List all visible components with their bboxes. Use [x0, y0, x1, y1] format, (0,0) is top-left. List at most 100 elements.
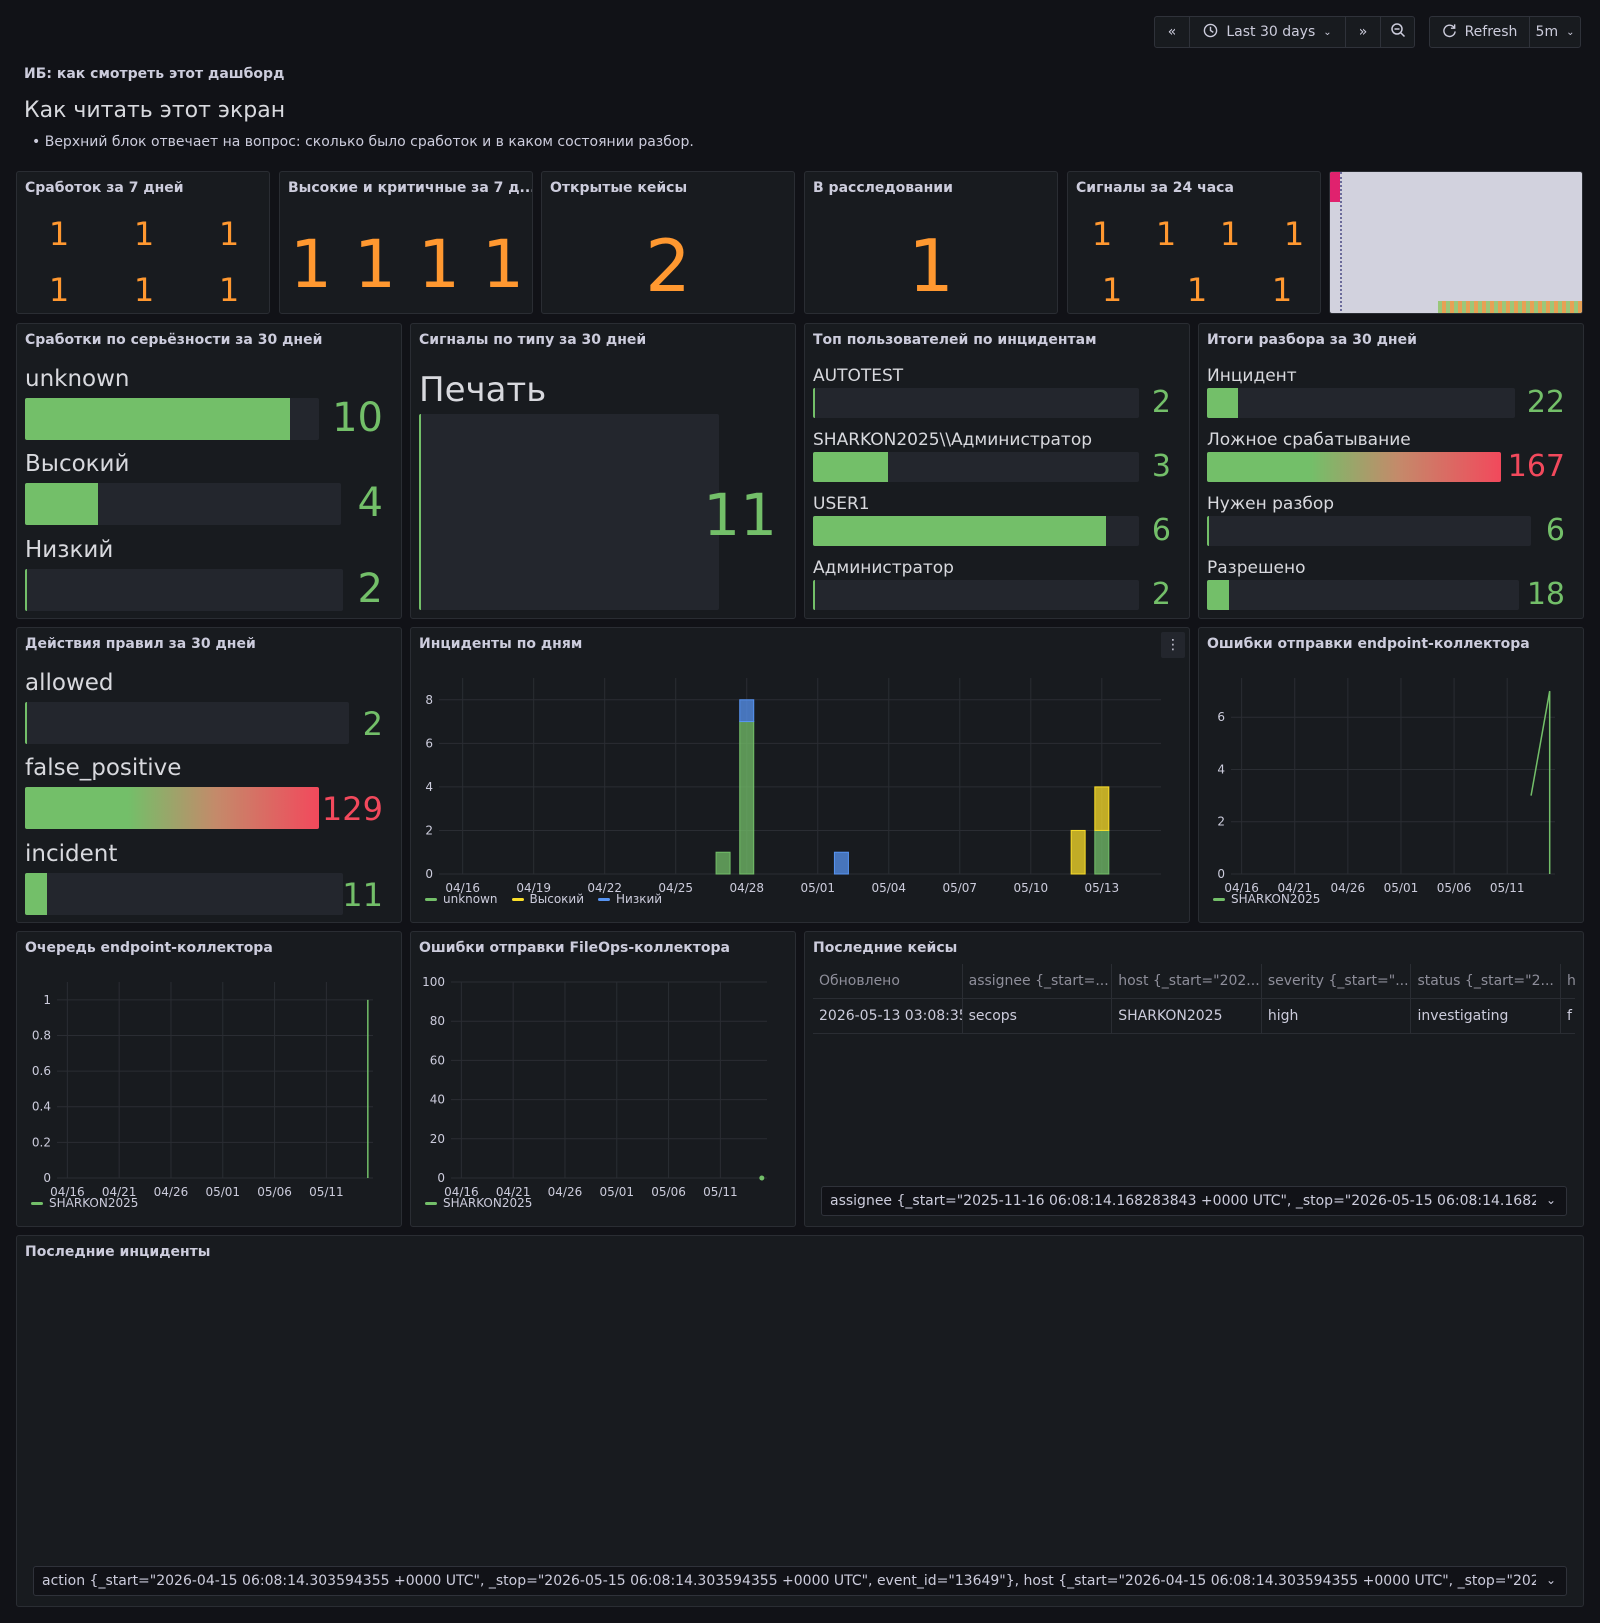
bar-track — [419, 414, 719, 610]
stat-open-cases: Открытые кейсы 2 — [541, 171, 795, 314]
bar-fill — [1207, 580, 1229, 610]
bar-label: Нужен разбор — [1207, 494, 1335, 514]
bar-fill — [25, 702, 27, 744]
column-header[interactable]: h — [1561, 964, 1575, 998]
bar-track — [25, 787, 319, 829]
legend-label: Высокий — [529, 892, 585, 906]
time-forward-button[interactable]: » — [1346, 17, 1381, 47]
bar-label: Администратор — [813, 558, 954, 578]
bar-fill — [419, 414, 421, 610]
bar-label: Ложное срабатывание — [1207, 430, 1411, 450]
x-tick-label: 04/28 — [729, 881, 764, 894]
intro-bullet-text: Верхний блок отвечает на вопрос: сколько… — [44, 134, 694, 150]
x-tick-label: 04/26 — [154, 1185, 189, 1198]
legend-item[interactable]: SHARKON2025 — [31, 1196, 138, 1210]
x-tick-label: 04/16 — [445, 881, 480, 894]
bar-value: 10 — [332, 395, 383, 441]
legend-item[interactable]: Высокий — [511, 892, 585, 906]
severity-bars-panel: Сработки по серьёзности за 30 дней unkno… — [16, 323, 402, 619]
panel-title: Очередь endpoint-коллектора — [25, 940, 273, 956]
preview-bottom-pattern — [1438, 301, 1582, 313]
y-tick-label: 2 — [425, 823, 433, 837]
bar-fill — [813, 452, 888, 482]
column-header[interactable]: status {_start="2... — [1411, 964, 1562, 998]
bar-fill — [25, 873, 48, 915]
bar-track — [25, 702, 349, 744]
intro-heading: Как читать этот экран — [24, 98, 286, 123]
x-tick-label: 05/13 — [1085, 881, 1120, 894]
table-header-row: Обновлено assignee {_start=... host {_st… — [813, 964, 1575, 999]
panel-title: Сработки по серьёзности за 30 дней — [25, 332, 323, 348]
panel-title: Ошибки отправки FileOps-коллектора — [419, 940, 731, 956]
stat-signals-24h: Сигналы за 24 часа 1 1 1 1 1 1 1 — [1067, 171, 1321, 314]
x-tick-label: 05/11 — [309, 1185, 344, 1198]
x-tick-label: 04/21 — [1277, 881, 1312, 894]
intro-panel-title: ИБ: как смотреть этот дашборд — [24, 66, 285, 82]
bar-track — [813, 580, 1139, 610]
refresh-controls: Refresh 5m ⌄ — [1429, 16, 1581, 48]
y-tick-label: 0 — [425, 867, 433, 881]
bar-fill — [813, 388, 815, 418]
table-row[interactable]: 2026-05-13 03:08:35 secops SHARKON2025 h… — [813, 999, 1575, 1034]
bar-value: 2 — [357, 566, 383, 612]
stat-value: 1 — [1186, 271, 1208, 309]
bar — [1094, 829, 1110, 875]
legend-item[interactable]: SHARKON2025 — [1213, 892, 1320, 906]
panel-title: Ошибки отправки endpoint-коллектора — [1207, 636, 1530, 652]
stat-value: 1 — [48, 215, 70, 253]
bar-value: 22 — [1526, 385, 1565, 420]
column-header[interactable]: Обновлено — [813, 964, 963, 998]
recent-incidents-panel: Последние инциденты action {_start="2026… — [16, 1235, 1584, 1607]
refresh-interval-select[interactable]: 5m ⌄ — [1530, 17, 1580, 47]
x-tick-label: 04/16 — [1224, 881, 1259, 894]
column-header[interactable]: assignee {_start=... — [963, 964, 1113, 998]
time-controls: « Last 30 days ⌄ » — [1154, 16, 1415, 48]
stat-value: 1 — [1283, 215, 1305, 253]
stat-value: 1 — [1155, 215, 1177, 253]
legend-item[interactable]: SHARKON2025 — [425, 1196, 532, 1210]
bar-fill — [813, 580, 815, 610]
column-header[interactable]: host {_start="202... — [1112, 964, 1262, 998]
y-tick-label: 80 — [430, 1014, 445, 1028]
time-range-picker[interactable]: Last 30 days ⌄ — [1190, 17, 1346, 47]
stat-investigating: В расследовании 1 — [804, 171, 1058, 314]
bar-value: 2 — [1151, 385, 1171, 420]
data-point — [759, 1175, 765, 1181]
y-tick-label: 0.2 — [32, 1135, 51, 1149]
panel-menu-button[interactable]: ⋮ — [1161, 632, 1185, 658]
bar-track — [1207, 452, 1501, 482]
preview-accent-strip — [1330, 172, 1340, 202]
panel-title: В расследовании — [813, 180, 953, 196]
bar-value: 18 — [1526, 577, 1565, 612]
panel-title: Высокие и критичные за 7 д... — [288, 180, 533, 196]
zoom-out-icon — [1390, 22, 1406, 42]
bar — [833, 851, 849, 875]
frame-selector[interactable]: assignee {_start="2025-11-16 06:08:14.16… — [821, 1186, 1567, 1216]
cases-table: Обновлено assignee {_start=... host {_st… — [813, 964, 1575, 1034]
zoom-out-button[interactable] — [1381, 17, 1414, 47]
legend-item[interactable]: Низкий — [598, 892, 662, 906]
bar-label: Инцидент — [1207, 366, 1297, 386]
time-back-button[interactable]: « — [1155, 17, 1190, 47]
bar-label: Высокий — [25, 451, 130, 477]
frame-selector[interactable]: action {_start="2026-04-15 06:08:14.3035… — [33, 1566, 1567, 1596]
legend-label: SHARKON2025 — [49, 1196, 139, 1210]
y-tick-label: 6 — [425, 736, 433, 750]
chart-legend: SHARKON2025 — [31, 1196, 138, 1210]
chevrons-left-icon: « — [1167, 24, 1177, 40]
chart-svg: 0 0.2 0.4 0.6 0.8 1 04/16 04/21 04/26 05/01 05/06 0… — [32, 982, 373, 1198]
y-tick-label: 0.8 — [32, 1028, 51, 1042]
endpoint-send-errors-panel: Ошибки отправки endpoint-коллектора 0 2 4 6… — [1198, 627, 1584, 923]
stat-value: 1 — [1101, 271, 1123, 309]
legend-item[interactable]: unknown — [425, 892, 498, 906]
recent-cases-panel: Последние кейсы Обновлено assignee {_sta… — [804, 931, 1584, 1227]
refresh-button[interactable]: Refresh — [1430, 17, 1530, 47]
y-tick-label: 0 — [43, 1171, 51, 1185]
intro-bullet: • Верхний блок отвечает на вопрос: сколь… — [32, 134, 694, 150]
bar-track — [813, 388, 1139, 418]
stat-value: 1 — [1271, 271, 1293, 309]
x-tick-label: 05/07 — [942, 881, 977, 894]
column-header[interactable]: severity {_start="... — [1262, 964, 1412, 998]
bar-label: allowed — [25, 670, 114, 696]
bar-fill — [1207, 452, 1501, 482]
